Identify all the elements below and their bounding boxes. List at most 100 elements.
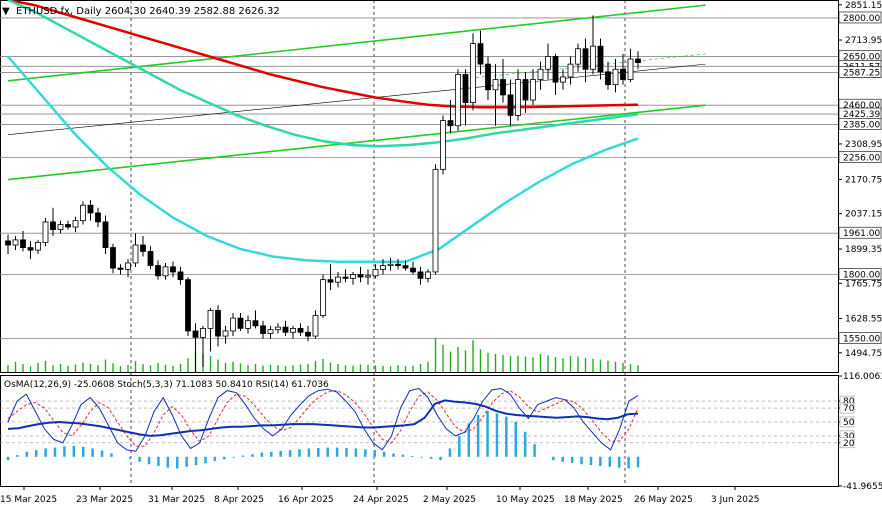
rsi-line xyxy=(7,399,639,437)
level-tag-label: 1550.00 xyxy=(843,335,880,345)
candle-body xyxy=(312,315,319,337)
indicator-panel-border xyxy=(0,375,839,487)
candle-body xyxy=(522,79,529,101)
candle-body xyxy=(290,327,296,333)
candle-body xyxy=(27,247,34,251)
level-tag xyxy=(838,332,882,344)
candle-body xyxy=(305,331,311,337)
candle-body xyxy=(147,251,154,266)
indicator-level-tag xyxy=(839,416,855,428)
price-tick-label: 1765.75 xyxy=(845,279,882,289)
level-tag xyxy=(838,268,882,280)
candle-body xyxy=(417,271,424,279)
level-tag xyxy=(838,151,882,163)
price-tick-label: 1628.55 xyxy=(845,314,882,324)
indicator-level-tag xyxy=(839,437,855,449)
candle-body xyxy=(425,271,431,279)
candle-body xyxy=(605,71,611,86)
price-tick-label: 1494.75 xyxy=(845,349,882,359)
chart-header: ETHUSD.fx, Daily 2604.30 2640.39 2582.88… xyxy=(16,6,280,17)
candle-body xyxy=(222,330,229,337)
candle-body xyxy=(507,94,514,116)
trend-line xyxy=(7,104,706,181)
candle-body xyxy=(410,267,416,273)
candle-body xyxy=(395,263,401,266)
candle-body xyxy=(432,168,439,273)
candle-body xyxy=(320,279,326,316)
candle-body xyxy=(620,68,626,80)
date-tick-label: 26 May 2025 xyxy=(634,495,693,505)
date-tick-label: 3 Jun 2025 xyxy=(711,495,759,505)
candle-body xyxy=(485,63,491,91)
moving-average-line xyxy=(7,0,639,109)
level-tag-label: 2800.00 xyxy=(843,14,880,24)
candle-body xyxy=(380,265,386,270)
chart-header-symbol-icon: ▼ xyxy=(2,6,10,17)
candle-body xyxy=(215,310,221,337)
candle-body xyxy=(72,220,79,228)
date-tick-label: 10 May 2025 xyxy=(496,495,555,505)
candle-body xyxy=(5,240,11,246)
candle-body xyxy=(170,266,176,273)
candle-body xyxy=(575,48,581,65)
date-tick-label: 23 Mar 2025 xyxy=(76,495,133,505)
candle-body xyxy=(560,76,566,83)
price-tick-label: 2170.75 xyxy=(845,175,882,185)
indicator-tick-label: -41.9655 xyxy=(843,482,882,492)
stoch-signal-line xyxy=(7,390,639,447)
level-lines xyxy=(0,17,838,340)
candle-body xyxy=(627,58,634,80)
indicator-tick-label: 30 xyxy=(843,432,855,442)
candle-body xyxy=(200,327,206,338)
candle-body xyxy=(597,45,604,73)
candle-body xyxy=(230,317,236,332)
moving-averages xyxy=(7,0,639,263)
candle-body xyxy=(12,239,19,246)
candle-body xyxy=(282,326,289,333)
candle-body xyxy=(50,221,56,231)
candle-body xyxy=(590,45,596,70)
date-tick-label: 18 May 2025 xyxy=(564,495,623,505)
level-tag-label: 1961.00 xyxy=(843,229,880,239)
candle-body xyxy=(635,58,641,63)
candle-body xyxy=(65,224,71,228)
candlesticks xyxy=(5,15,641,372)
candle-body xyxy=(237,317,244,329)
candle-body xyxy=(515,79,521,116)
candle-body xyxy=(567,63,574,78)
candle-body xyxy=(260,325,266,334)
level-tag-label: 1800.00 xyxy=(843,271,880,281)
moving-average-line xyxy=(7,55,639,263)
main-panel-border xyxy=(0,0,839,373)
candle-body xyxy=(42,221,49,243)
indicator-tick-label: 20 xyxy=(843,439,855,449)
level-tag xyxy=(838,11,882,24)
candle-body xyxy=(335,276,341,283)
level-tag-label: 2587.25 xyxy=(843,69,880,79)
candle-body xyxy=(35,242,41,251)
candle-body xyxy=(275,326,281,331)
date-tick-label: 2 May 2025 xyxy=(423,495,476,505)
indicator-tick-label: 50 xyxy=(843,418,855,428)
candle-body xyxy=(117,267,124,270)
candle-body xyxy=(365,275,371,278)
trend-lines xyxy=(7,4,706,181)
indicator-header: OsMA(12,26,9) -25.0608 Stoch(5,3,3) 71.1… xyxy=(4,380,329,390)
candle-body xyxy=(327,279,334,283)
candle-body xyxy=(350,274,356,279)
candle-body xyxy=(132,244,139,264)
candle-body xyxy=(387,263,394,266)
candle-body xyxy=(102,221,109,248)
date-tick-label: 31 Mar 2025 xyxy=(148,495,205,505)
candle-body xyxy=(155,265,161,277)
price-tick-label: 2037.15 xyxy=(845,210,882,220)
candle-body xyxy=(207,310,214,329)
date-tick-label: 16 Apr 2025 xyxy=(278,495,334,505)
candle-body xyxy=(552,56,559,83)
candle-body xyxy=(245,320,251,329)
candle-body xyxy=(470,43,476,104)
date-tick-label: 24 Apr 2025 xyxy=(353,495,409,505)
